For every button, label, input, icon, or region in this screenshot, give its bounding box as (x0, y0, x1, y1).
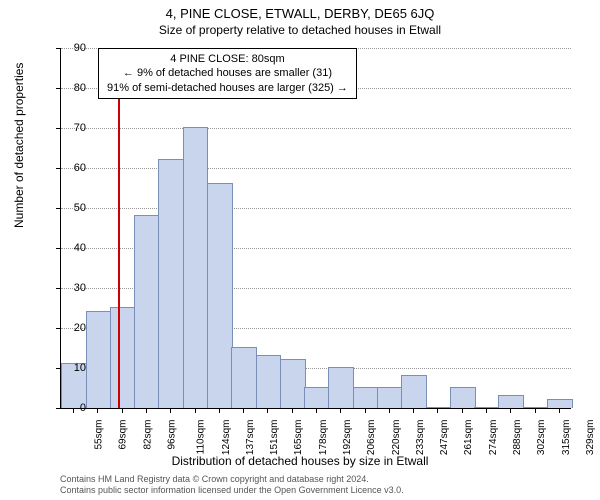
y-tick-label: 60 (74, 162, 86, 174)
y-tick-label: 50 (74, 202, 86, 214)
credits: Contains HM Land Registry data © Crown c… (60, 474, 404, 496)
x-tick-label: 220sqm (391, 420, 402, 456)
x-tick-mark (73, 408, 74, 413)
x-tick-label: 288sqm (512, 420, 523, 456)
annotation-line3: 91% of semi-detached houses are larger (… (107, 81, 348, 95)
annotation-box: 4 PINE CLOSE: 80sqm ← 9% of detached hou… (98, 48, 357, 99)
x-tick-mark (316, 408, 317, 413)
x-tick-mark (122, 408, 123, 413)
bar (377, 387, 403, 408)
bar (547, 399, 573, 408)
y-tick-label: 70 (74, 122, 86, 134)
x-tick-mark (462, 408, 463, 413)
x-tick-mark (365, 408, 366, 413)
grid-line (61, 208, 571, 209)
x-tick-label: 315sqm (561, 420, 572, 456)
x-tick-label: 137sqm (245, 420, 256, 456)
x-tick-label: 274sqm (488, 420, 499, 456)
chart-container: 4, PINE CLOSE, ETWALL, DERBY, DE65 6JQ S… (0, 0, 600, 500)
bar (353, 387, 379, 408)
bar (158, 159, 184, 408)
x-axis-label: Distribution of detached houses by size … (0, 454, 600, 468)
bar (110, 307, 136, 408)
y-tick-label: 0 (80, 402, 86, 414)
y-tick-mark (56, 88, 61, 89)
grid-line (61, 128, 571, 129)
x-tick-mark (146, 408, 147, 413)
y-tick-label: 80 (74, 82, 86, 94)
chart-subtitle: Size of property relative to detached ho… (0, 21, 600, 37)
x-tick-mark (340, 408, 341, 413)
x-tick-mark (219, 408, 220, 413)
x-tick-label: 302sqm (536, 420, 547, 456)
x-tick-mark (510, 408, 511, 413)
x-tick-label: 329sqm (585, 420, 596, 456)
y-tick-mark (56, 248, 61, 249)
x-tick-mark (170, 408, 171, 413)
x-tick-mark (267, 408, 268, 413)
x-tick-label: 165sqm (294, 420, 305, 456)
y-tick-mark (56, 408, 61, 409)
x-tick-mark (389, 408, 390, 413)
annotation-line1: 4 PINE CLOSE: 80sqm (107, 52, 348, 66)
bar (498, 395, 524, 408)
y-tick-label: 20 (74, 322, 86, 334)
x-tick-mark (437, 408, 438, 413)
y-tick-mark (56, 48, 61, 49)
bar (183, 127, 209, 408)
x-tick-mark (559, 408, 560, 413)
y-tick-label: 40 (74, 242, 86, 254)
y-tick-mark (56, 128, 61, 129)
x-tick-mark (243, 408, 244, 413)
bar (86, 311, 112, 408)
x-tick-label: 124sqm (221, 420, 232, 456)
credits-line2: Contains public sector information licen… (60, 485, 404, 496)
y-tick-label: 90 (74, 42, 86, 54)
y-tick-mark (56, 208, 61, 209)
y-tick-mark (56, 168, 61, 169)
x-tick-label: 192sqm (342, 420, 353, 456)
reference-line (118, 48, 120, 408)
bar (450, 387, 476, 408)
x-tick-mark (97, 408, 98, 413)
x-tick-label: 247sqm (439, 420, 450, 456)
bar (256, 355, 282, 408)
x-tick-mark (413, 408, 414, 413)
bar (231, 347, 257, 408)
annotation-line2: ← 9% of detached houses are smaller (31) (107, 66, 348, 80)
x-tick-mark (535, 408, 536, 413)
x-tick-label: 233sqm (415, 420, 426, 456)
y-tick-mark (56, 288, 61, 289)
bar (280, 359, 306, 408)
credits-line1: Contains HM Land Registry data © Crown c… (60, 474, 404, 485)
x-tick-label: 55sqm (94, 420, 105, 450)
bar (207, 183, 233, 408)
x-tick-label: 151sqm (269, 420, 280, 456)
x-tick-label: 178sqm (318, 420, 329, 456)
plot-area (60, 48, 571, 409)
x-tick-label: 206sqm (366, 420, 377, 456)
x-tick-label: 96sqm (167, 420, 178, 450)
bar (304, 387, 330, 408)
x-tick-mark (195, 408, 196, 413)
x-tick-label: 82sqm (142, 420, 153, 450)
y-tick-label: 10 (74, 362, 86, 374)
chart-title: 4, PINE CLOSE, ETWALL, DERBY, DE65 6JQ (0, 0, 600, 21)
grid-line (61, 168, 571, 169)
y-tick-label: 30 (74, 282, 86, 294)
x-tick-mark (486, 408, 487, 413)
x-tick-mark (292, 408, 293, 413)
x-tick-label: 69sqm (118, 420, 129, 450)
x-tick-label: 110sqm (196, 420, 207, 455)
bar (134, 215, 160, 408)
y-tick-mark (56, 328, 61, 329)
bar (328, 367, 354, 408)
bar (401, 375, 427, 408)
y-axis-label: Number of detached properties (12, 63, 26, 228)
x-tick-label: 261sqm (464, 420, 475, 456)
